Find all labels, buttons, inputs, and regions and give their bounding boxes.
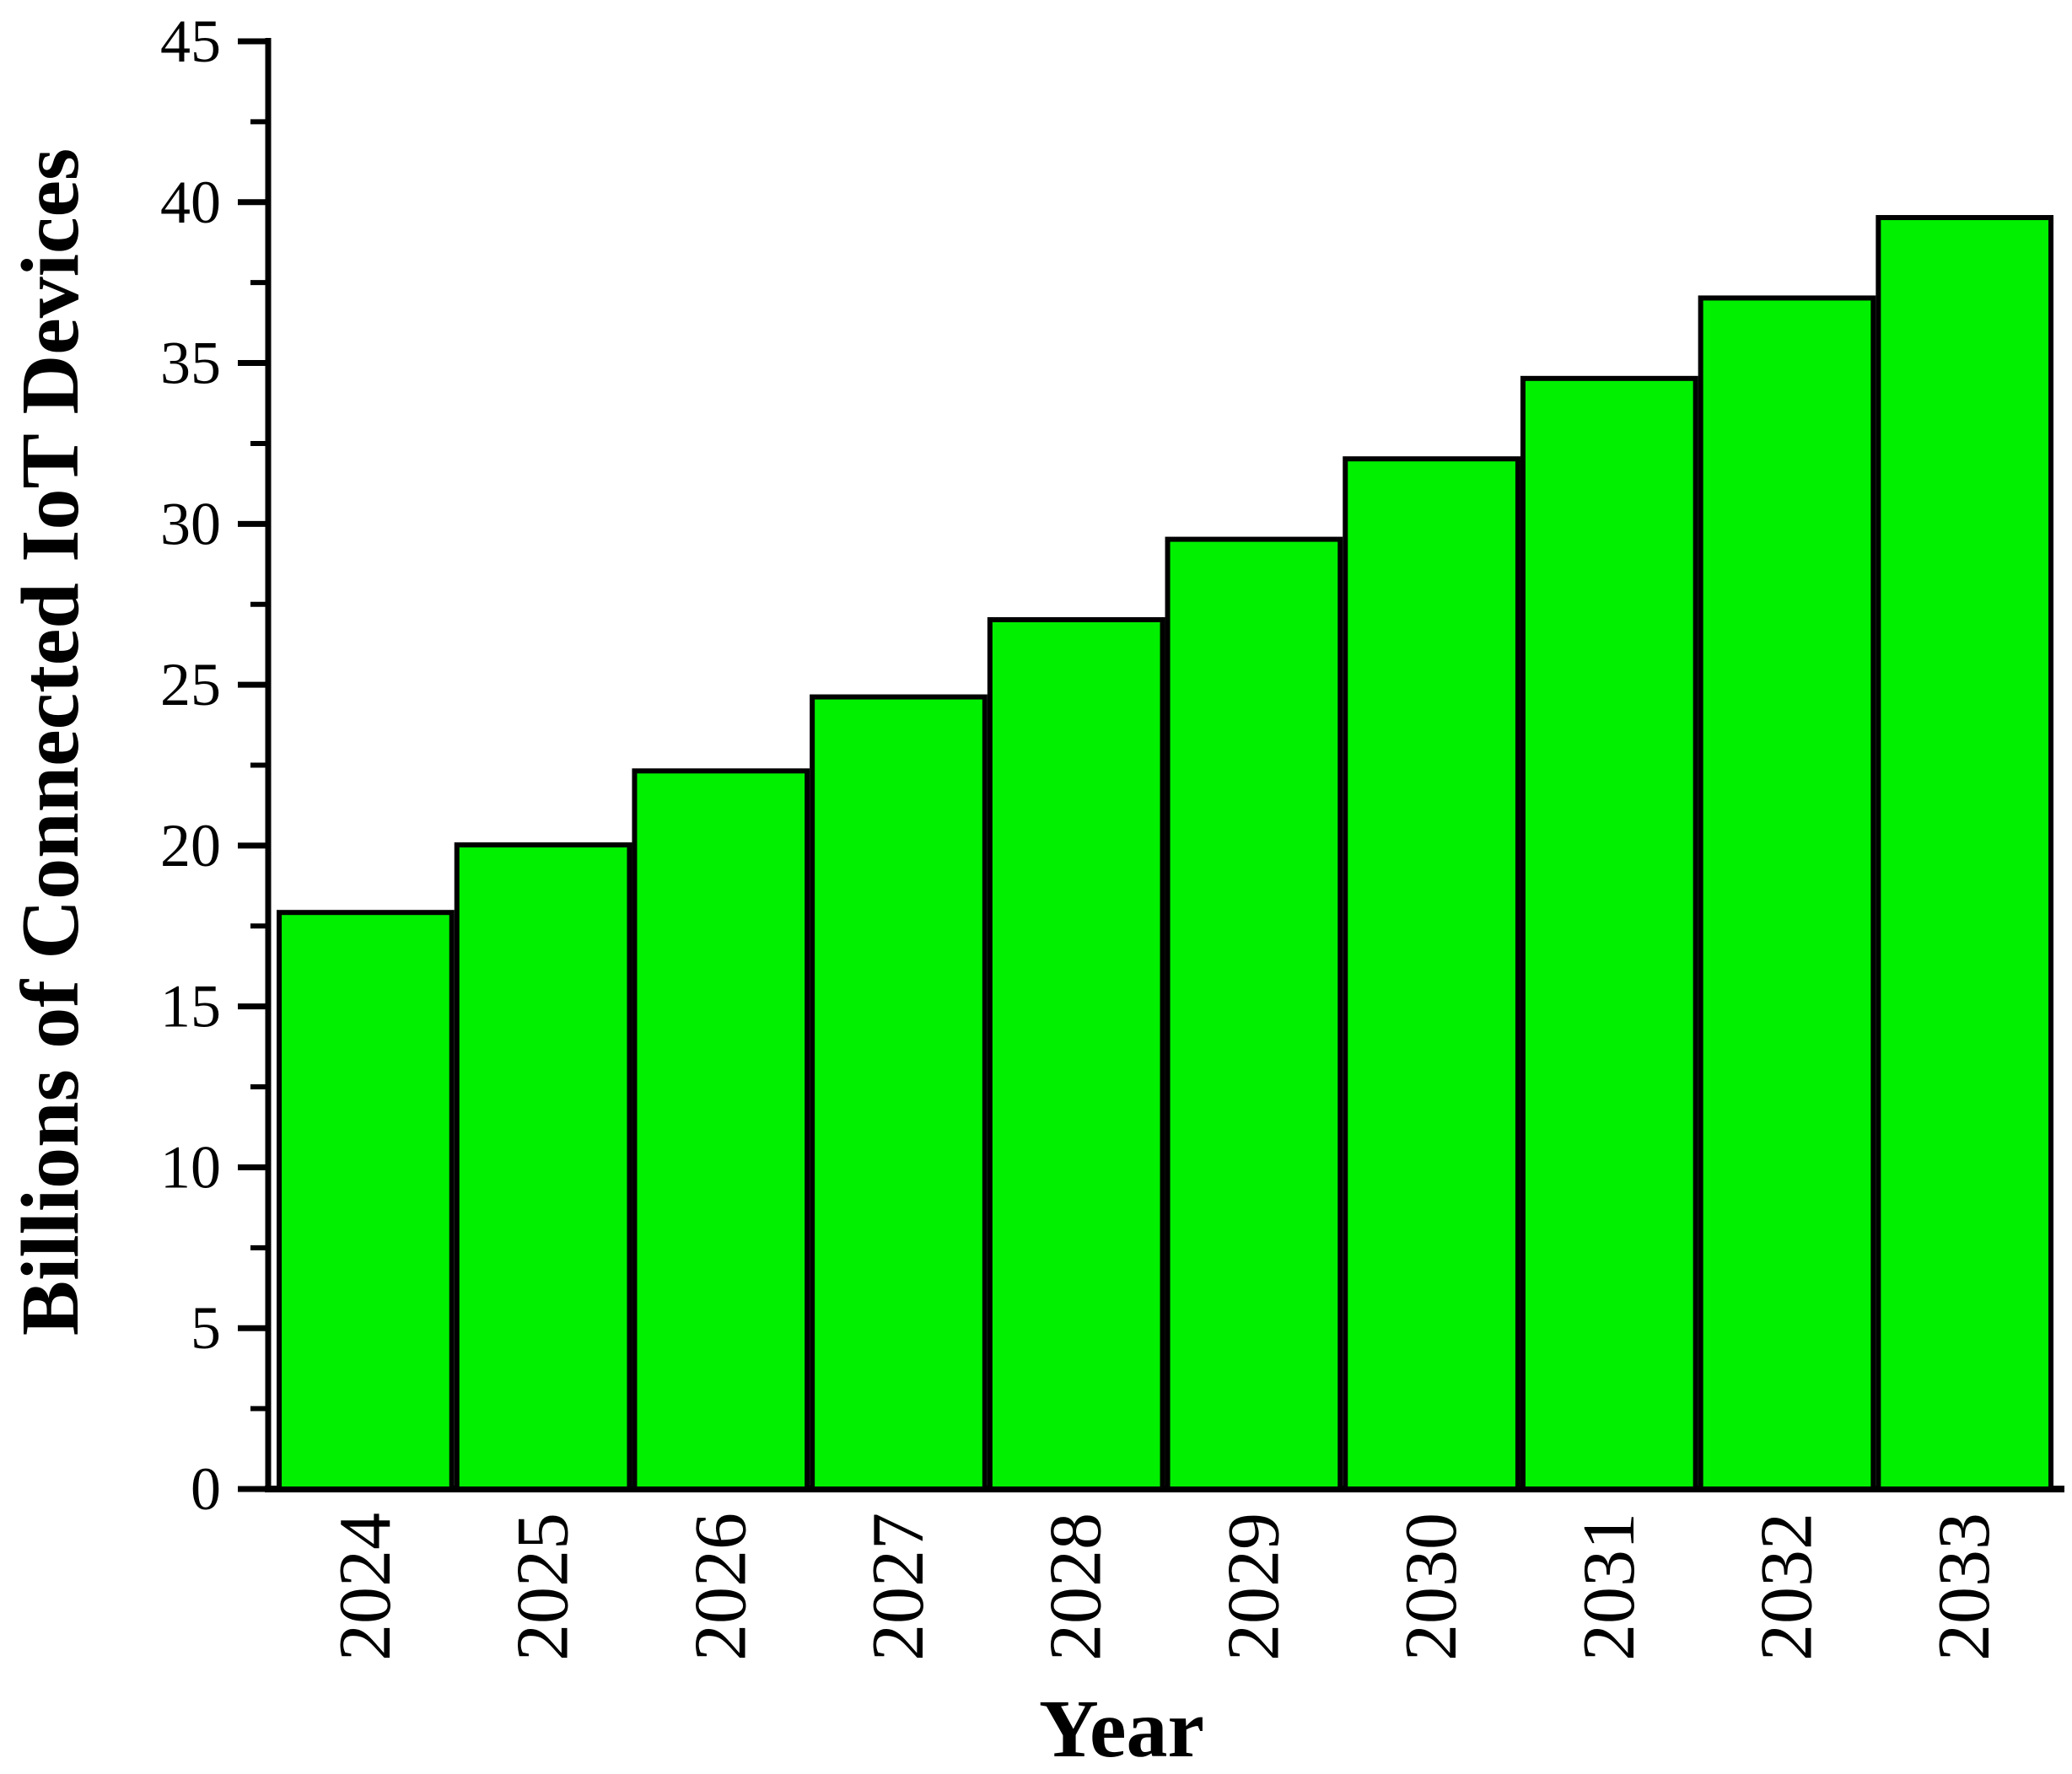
x-tick-label-2025: 2025 — [503, 1513, 584, 1661]
x-tick-label-2029: 2029 — [1213, 1513, 1294, 1661]
x-tick-label-2031: 2031 — [1569, 1513, 1650, 1661]
y-tick-label: 25 — [160, 651, 221, 718]
x-tick-label-2027: 2027 — [858, 1513, 939, 1661]
y-axis-title: Billions of Connected IoT Devices — [5, 148, 96, 1336]
y-tick-label: 0 — [191, 1455, 221, 1523]
bar-2030 — [1343, 456, 1520, 1492]
bar-2032 — [1698, 295, 1876, 1492]
x-tick-label-2032: 2032 — [1746, 1513, 1828, 1661]
y-tick-label: 35 — [160, 330, 221, 397]
y-tick-label: 30 — [160, 490, 221, 557]
x-tick-label-2026: 2026 — [680, 1513, 762, 1661]
bar-2029 — [1165, 536, 1343, 1492]
y-tick-label: 45 — [160, 8, 221, 75]
bar-2026 — [632, 768, 810, 1492]
bar-2031 — [1520, 375, 1698, 1492]
x-tick-label-2033: 2033 — [1924, 1513, 2005, 1661]
bar-2024 — [277, 910, 455, 1492]
y-tick-label: 40 — [160, 169, 221, 236]
bar-2033 — [1876, 215, 2054, 1492]
x-tick-label-2028: 2028 — [1036, 1513, 1117, 1661]
y-tick-label: 15 — [160, 973, 221, 1040]
y-tick-label: 5 — [191, 1294, 221, 1362]
x-tick-label-2024: 2024 — [325, 1513, 406, 1661]
y-tick-label: 10 — [160, 1133, 221, 1201]
x-tick-label-2030: 2030 — [1391, 1513, 1472, 1661]
x-axis-title: Year — [1039, 1684, 1204, 1774]
bar-2028 — [987, 616, 1165, 1492]
bar-2027 — [810, 694, 988, 1492]
y-tick-label: 20 — [160, 812, 221, 879]
bar-2025 — [454, 842, 632, 1492]
